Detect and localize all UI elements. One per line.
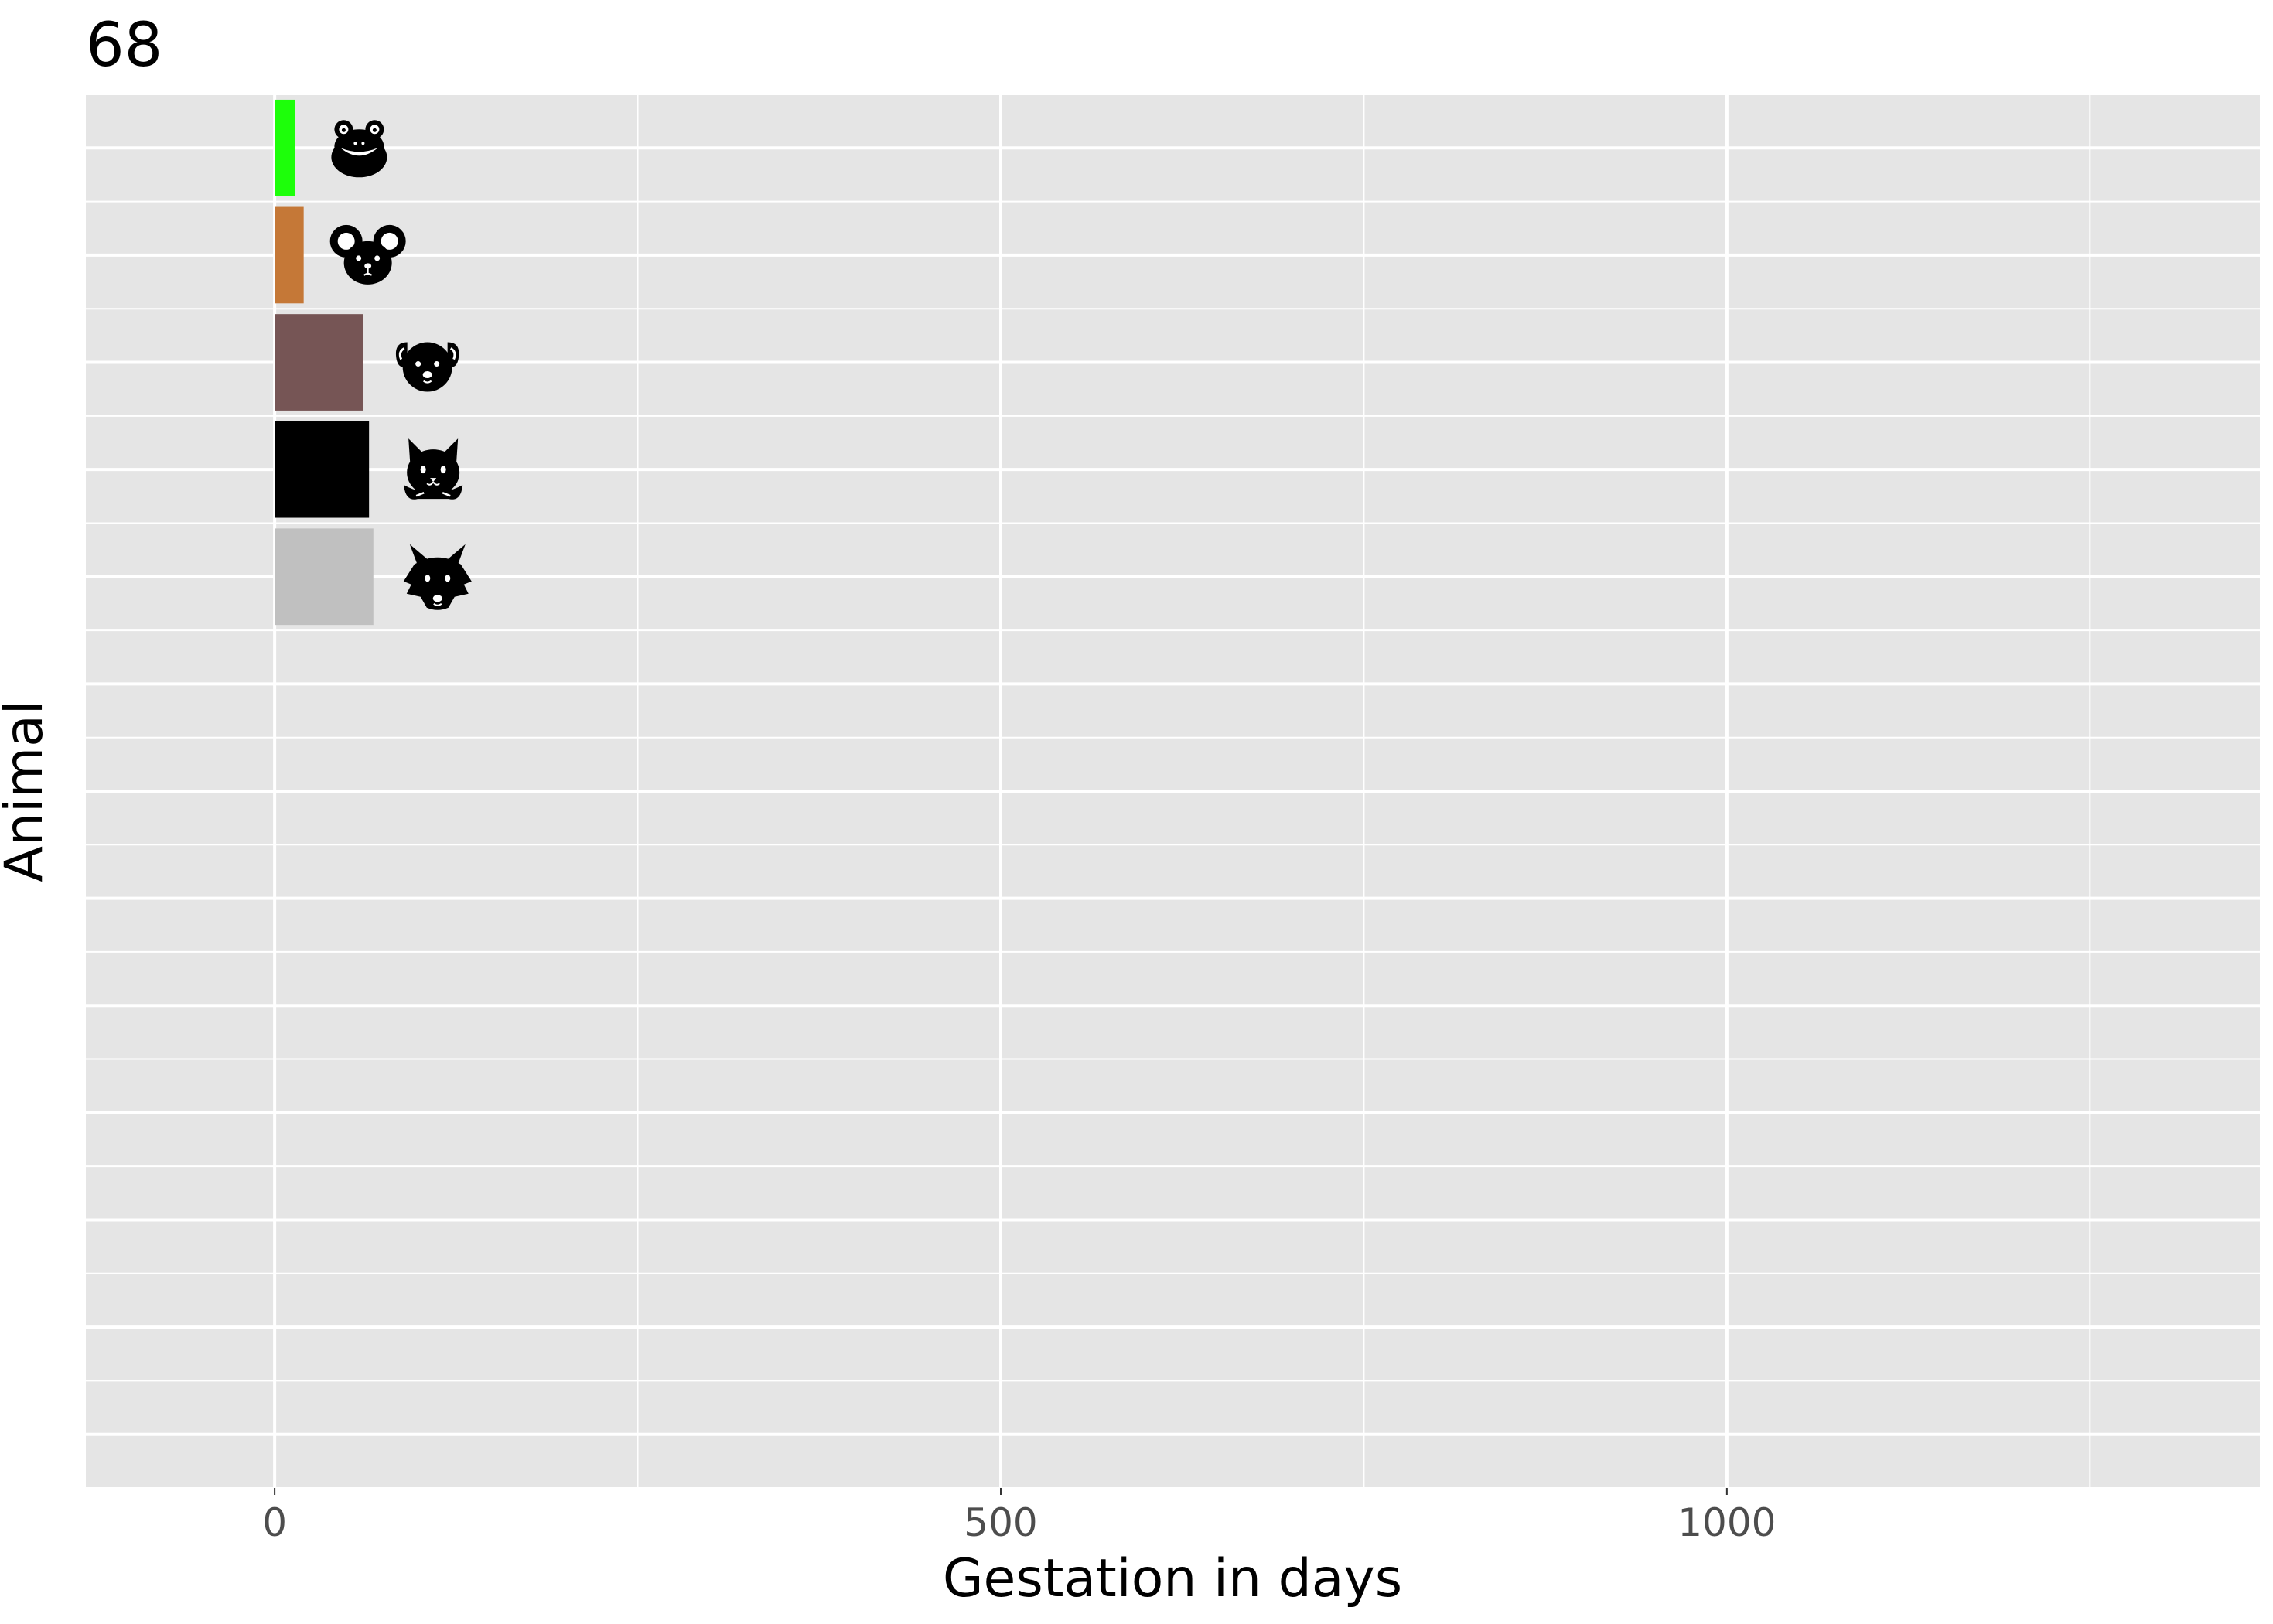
x-tick-label: 0 [262,1500,287,1545]
mouse-icon [329,224,406,285]
dog-icon [395,342,459,392]
x-tick-label: 1000 [1677,1500,1776,1545]
cat-icon [404,438,463,500]
frog-icon [331,120,387,178]
bar [275,314,363,411]
bar [275,99,295,196]
wolf-icon [403,544,472,610]
x-tick-label: 500 [964,1500,1037,1545]
chart-title: 68 [86,11,162,80]
x-axis-ticks: 0 500 1000 [262,1488,1776,1545]
y-axis-title: Animal [0,700,55,882]
minor-grid [86,94,2260,1489]
bar [275,421,370,518]
bars [275,99,374,626]
animal-icons [329,120,472,610]
bar [275,528,374,626]
x-axis-title: Gestation in days [943,1548,1402,1609]
bar [275,206,304,304]
